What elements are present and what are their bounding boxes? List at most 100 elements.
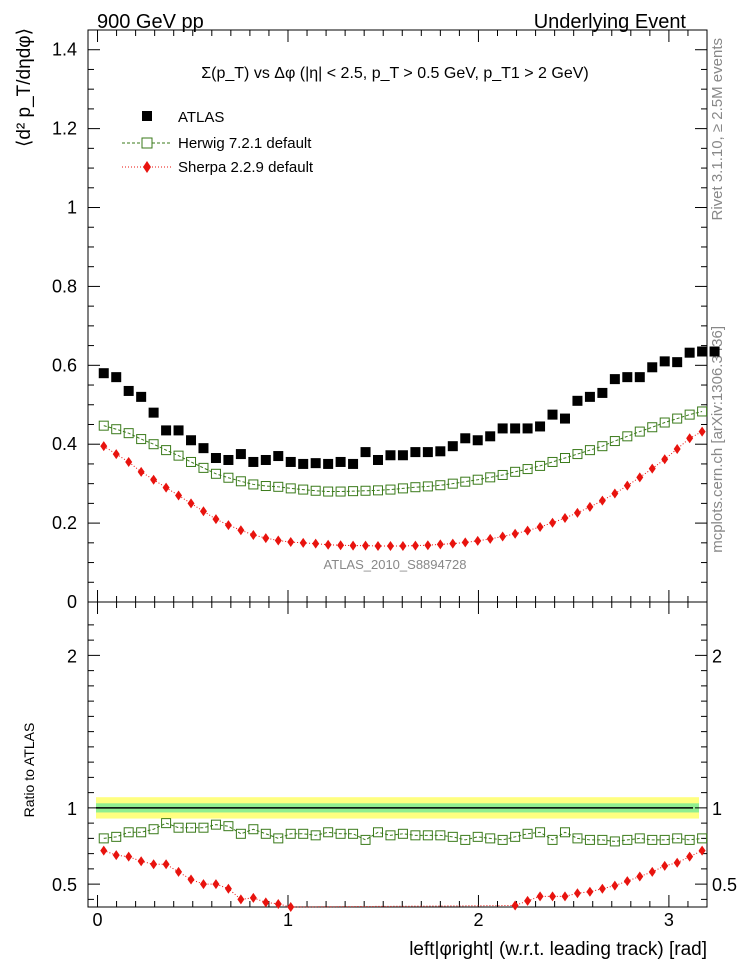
- main-point-herwig: [522, 464, 533, 475]
- ratio-y-tick-label: 2: [67, 646, 77, 666]
- ratio-point-sherpa: [224, 883, 232, 894]
- ratio-point-herwig: [360, 834, 371, 845]
- main-point-sherpa: [125, 456, 133, 467]
- main-point-herwig: [372, 485, 383, 496]
- main-point-sherpa: [524, 525, 532, 536]
- ratio-point-herwig: [472, 831, 483, 842]
- ratio-point-herwig: [348, 828, 359, 839]
- main-point-sherpa: [187, 498, 195, 509]
- ratio-point-herwig: [323, 827, 334, 838]
- main-point-herwig: [360, 485, 371, 496]
- legend-sherpa-label: Sherpa 2.2.9 default: [178, 159, 314, 176]
- ratio-point-sherpa: [199, 879, 207, 890]
- main-point-herwig: [98, 420, 109, 431]
- main-point-atlas: [285, 456, 296, 467]
- main-point-atlas: [435, 446, 446, 457]
- main-point-herwig: [422, 481, 433, 492]
- main-point-atlas: [186, 435, 197, 446]
- main-point-atlas: [485, 431, 496, 442]
- ratio-point-herwig: [622, 834, 633, 845]
- main-point-herwig: [547, 456, 558, 467]
- main-point-atlas: [472, 435, 483, 446]
- main-point-atlas: [597, 387, 608, 398]
- ratio-point-sherpa: [636, 871, 644, 882]
- ratio-point-herwig: [148, 824, 159, 835]
- main-point-herwig: [123, 428, 134, 439]
- header-right: Underlying Event: [534, 11, 687, 33]
- main-point-atlas: [547, 409, 558, 420]
- main-point-herwig: [659, 417, 670, 428]
- main-point-herwig: [510, 466, 521, 477]
- main-line-herwig: [103, 410, 703, 493]
- ratio-point-herwig: [111, 831, 122, 842]
- main-point-atlas: [98, 368, 109, 379]
- legend-herwig-label: Herwig 7.2.1 default: [178, 135, 312, 152]
- legend-atlas-label: ATLAS: [178, 109, 224, 126]
- main-point-herwig: [111, 424, 122, 435]
- main-point-atlas: [385, 450, 396, 461]
- ratio-series-sherpa: [100, 845, 706, 912]
- ratio-point-herwig: [672, 833, 683, 844]
- ratio-point-sherpa: [586, 886, 594, 897]
- main-point-sherpa: [474, 535, 482, 546]
- main-point-herwig: [485, 472, 496, 483]
- main-point-atlas: [298, 458, 309, 469]
- main-point-atlas: [510, 423, 521, 434]
- main-point-herwig: [186, 456, 197, 467]
- y-tick-label: 0.2: [52, 513, 77, 533]
- ratio-point-herwig: [559, 827, 570, 838]
- ratio-point-sherpa: [237, 894, 245, 905]
- ratio-point-herwig: [522, 828, 533, 839]
- main-series-sherpa: [100, 426, 706, 551]
- main-point-sherpa: [411, 540, 419, 551]
- main-point-herwig: [385, 484, 396, 495]
- ratio-point-herwig: [684, 834, 695, 845]
- ratio-point-sherpa: [536, 891, 544, 902]
- ratio-y-tick-label-right: 1: [712, 799, 722, 819]
- ratio-point-herwig: [298, 828, 309, 839]
- ratio-point-herwig: [410, 830, 421, 841]
- main-point-atlas: [348, 458, 359, 469]
- main-point-herwig: [285, 483, 296, 494]
- ratio-point-sherpa: [162, 859, 170, 870]
- y-tick-label: 1.2: [52, 119, 77, 139]
- main-point-atlas: [123, 385, 134, 396]
- y-tick-label: 0: [67, 592, 77, 612]
- ratio-point-sherpa: [100, 845, 108, 856]
- main-point-sherpa: [137, 466, 145, 477]
- main-point-sherpa: [449, 538, 457, 549]
- main-point-herwig: [173, 450, 184, 461]
- main-point-sherpa: [686, 433, 694, 444]
- main-point-atlas: [572, 395, 583, 406]
- main-ylabel: ⟨d² p_T/dηdφ⟩: [14, 28, 35, 147]
- main-point-sherpa: [486, 533, 494, 544]
- ratio-point-sherpa: [262, 897, 270, 908]
- main-point-atlas: [248, 456, 259, 467]
- main-point-sherpa: [661, 454, 669, 465]
- main-point-herwig: [609, 436, 620, 447]
- main-point-atlas: [111, 372, 122, 383]
- ratio-point-herwig: [186, 822, 197, 833]
- main-point-sherpa: [698, 426, 706, 437]
- x-tick-label: 1: [283, 910, 293, 930]
- legend-atlas-marker: [142, 111, 152, 121]
- ratio-ylabel: Ratio to ATLAS: [21, 723, 37, 818]
- main-point-herwig: [161, 445, 172, 456]
- ratio-point-herwig: [335, 828, 346, 839]
- main-point-sherpa: [586, 501, 594, 512]
- ratio-point-herwig: [547, 834, 558, 845]
- ratio-point-herwig: [659, 834, 670, 845]
- ratio-point-herwig: [460, 834, 471, 845]
- y-tick-label: 0.6: [52, 355, 77, 375]
- ratio-point-sherpa: [598, 883, 606, 894]
- ratio-y-tick-label: 1: [67, 799, 77, 819]
- main-point-sherpa: [312, 538, 320, 549]
- ratio-point-sherpa: [249, 892, 257, 903]
- ratio-point-herwig: [173, 822, 184, 833]
- ratio-point-sherpa: [623, 876, 631, 887]
- ratio-point-herwig: [447, 831, 458, 842]
- main-point-sherpa: [237, 525, 245, 536]
- main-point-atlas: [709, 346, 720, 357]
